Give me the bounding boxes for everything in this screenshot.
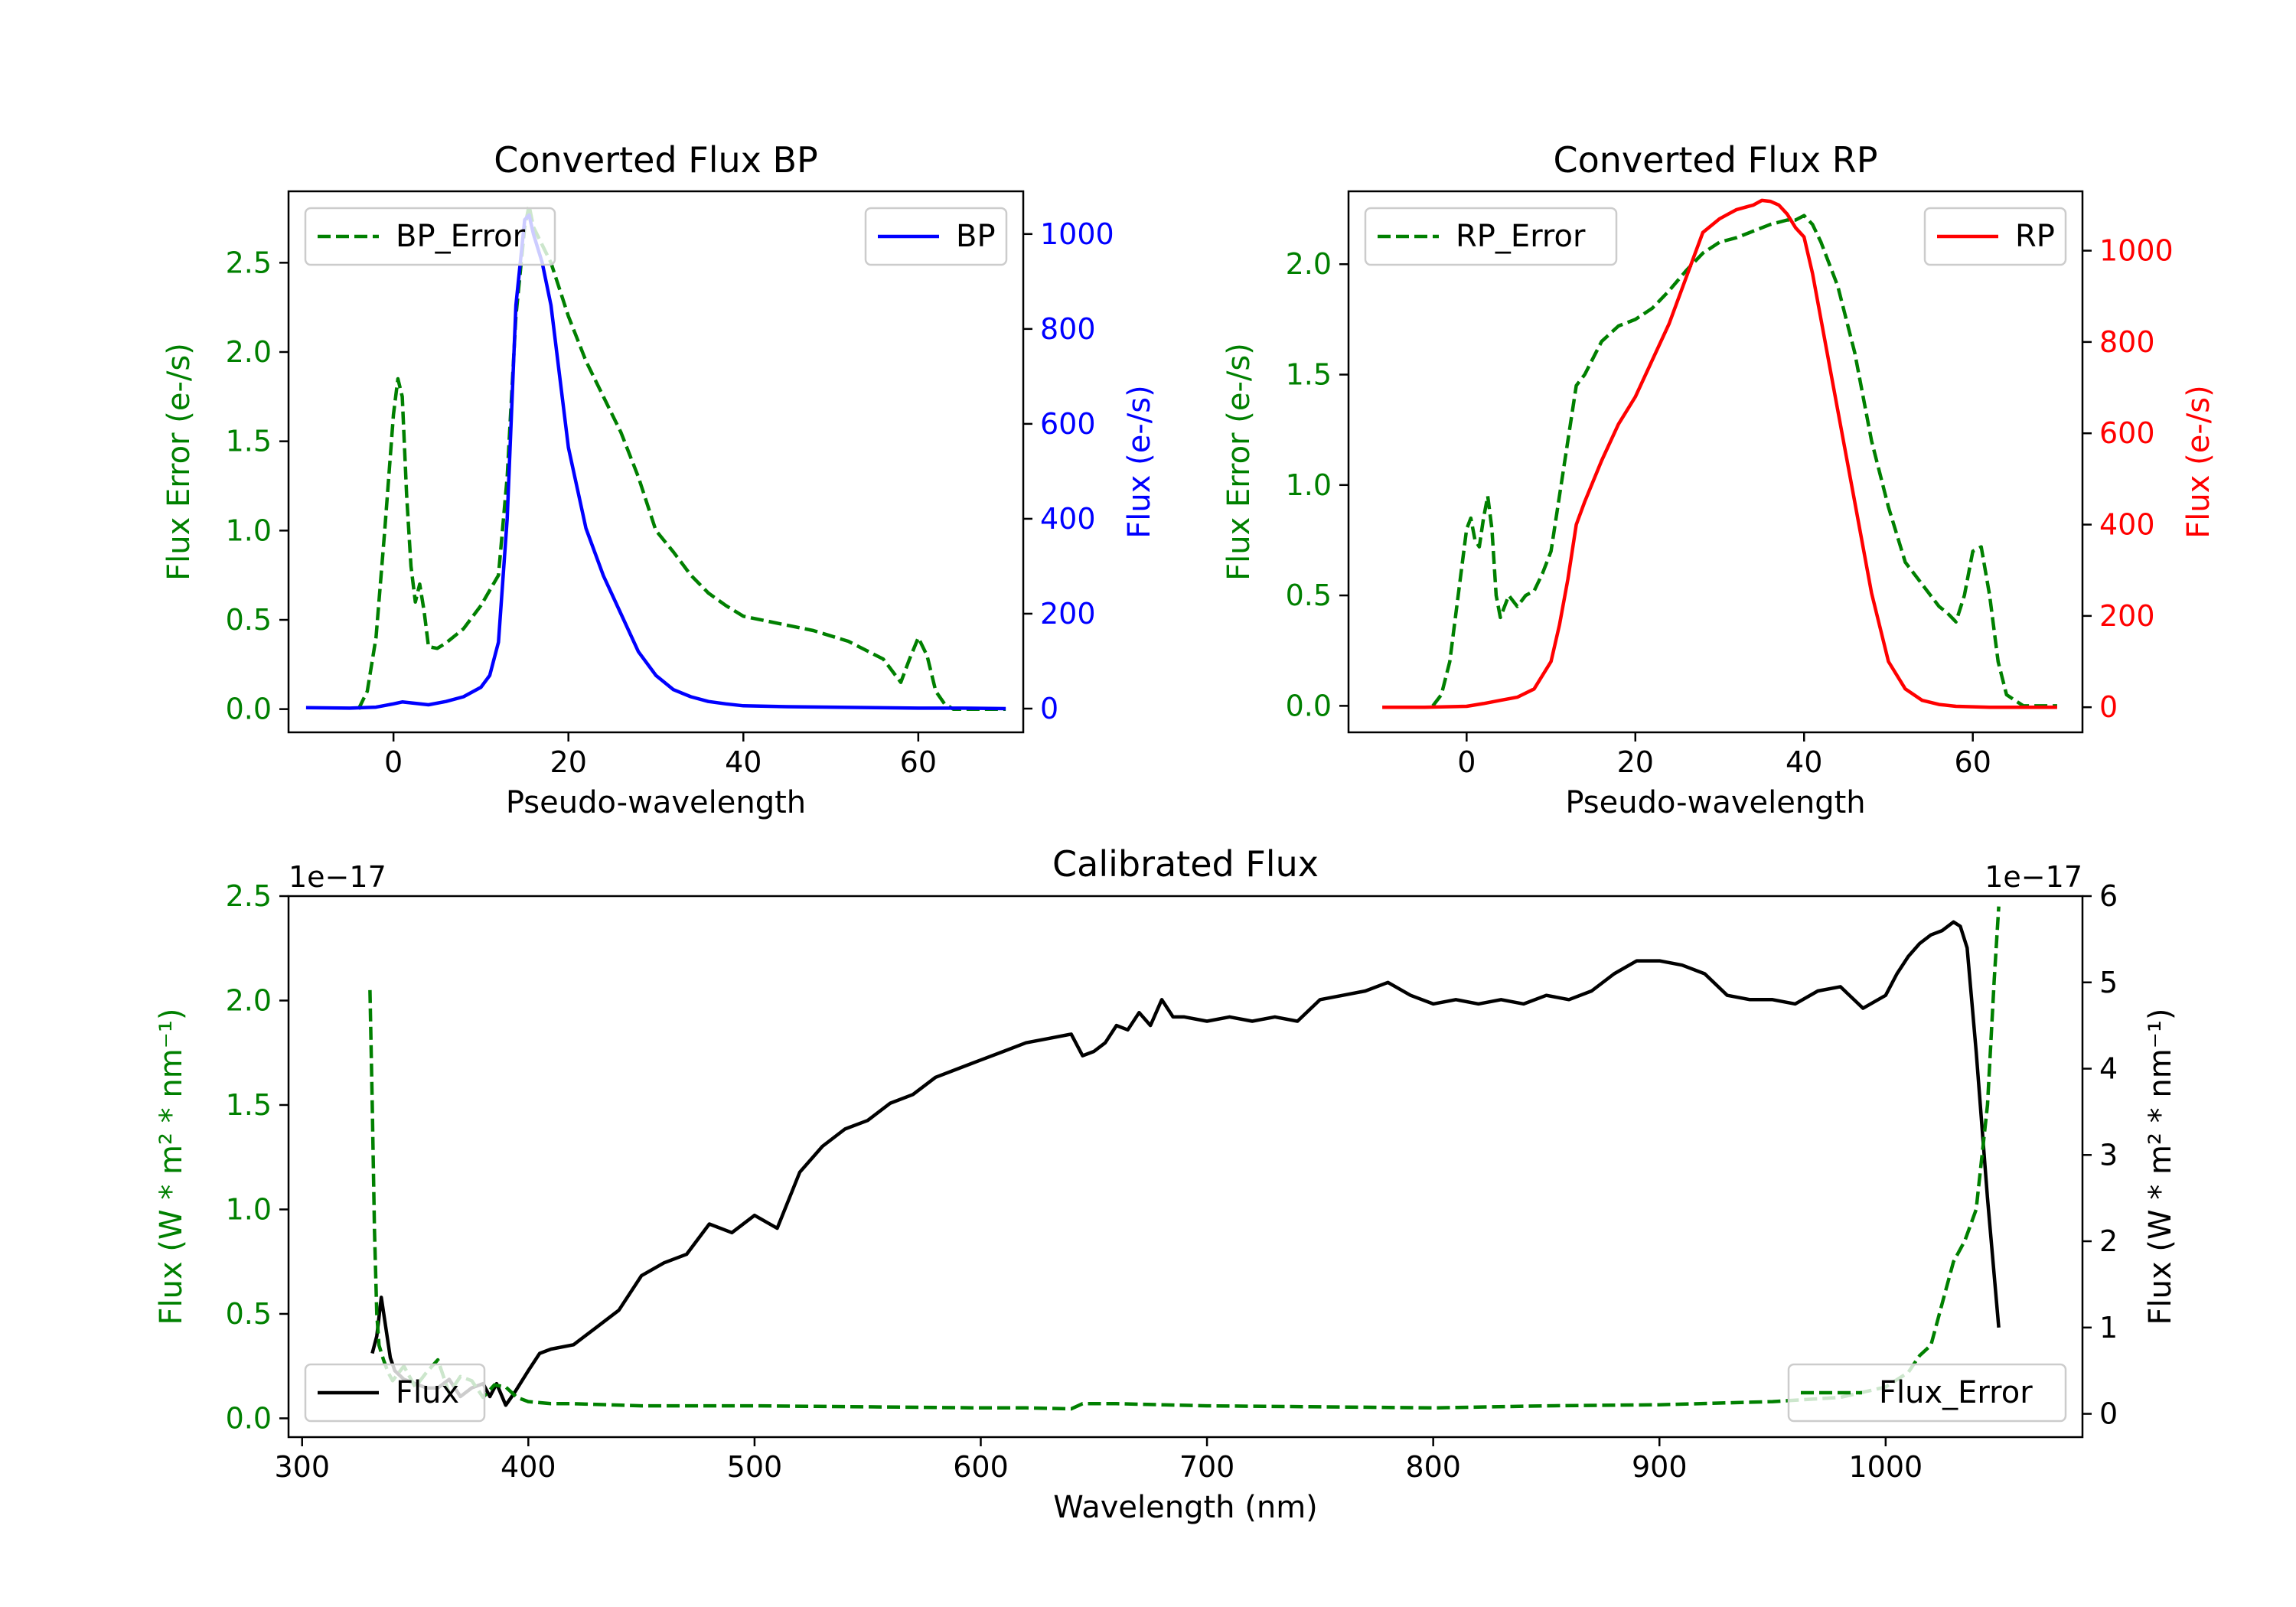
bp-ytick-left-label: 2.5 — [226, 246, 272, 279]
cal-series-group — [368, 906, 2001, 1411]
cal-ytick-right-label: 3 — [2099, 1138, 2118, 1172]
cal-ytick-right-label: 0 — [2099, 1397, 2118, 1431]
bp-ytick-left-label: 1.0 — [226, 513, 272, 547]
rp-ytick-left-label: 1.5 — [1286, 358, 1332, 392]
bp-ytick-right-label: 400 — [1040, 502, 1096, 536]
rp-ylabel-left: Flux Error (e-/s) — [1221, 343, 1257, 581]
cal-ytick-right-label: 4 — [2099, 1052, 2118, 1086]
bp-ytick-right-label: 200 — [1040, 597, 1096, 631]
cal-ytick-right-label: 6 — [2099, 879, 2118, 913]
chart-cal: 300 400 500 600 700 800 900 1000 0.0 0.5 1.0 1.5 2.0… — [154, 843, 2178, 1525]
rp-ytick-right-label: 400 — [2099, 508, 2155, 542]
bp-legend-right: BP — [864, 207, 1008, 266]
cal-ylabel-left: Flux (W * m² * nm⁻¹) — [154, 1009, 189, 1325]
rp-ytick-left-label: 1.0 — [1286, 468, 1332, 502]
bp-ylabel-right: Flux (e-/s) — [1122, 385, 1157, 538]
rp-xlabel: Pseudo-wavelength — [1565, 785, 1865, 820]
cal-ytick-left-label: 1.5 — [226, 1088, 272, 1122]
rp-axes-frame — [1347, 190, 2084, 734]
cal-ytick-right-label: 5 — [2099, 966, 2118, 999]
bp-xtick-label: 40 — [725, 745, 762, 779]
bp-bp-line — [305, 213, 1006, 711]
rp-xtick-label: 40 — [1786, 745, 1822, 779]
bp-axes-frame — [287, 190, 1025, 734]
rp-legend-right: RP — [1923, 207, 2067, 266]
cal-xlabel: Wavelength (nm) — [1053, 1490, 1318, 1525]
rp-xtick-label: 20 — [1617, 745, 1654, 779]
bp-legend-left: BP_Error — [304, 207, 556, 266]
rp-xtick-label: 60 — [1955, 745, 1991, 779]
bp-legend-right-label: BP — [956, 219, 996, 254]
bp-ytick-right-label: 600 — [1040, 407, 1096, 441]
bp-ylabel-left: Flux Error (e-/s) — [161, 343, 197, 581]
rp-ylabel-right: Flux (e-/s) — [2181, 385, 2216, 538]
cal-ytick-left-label: 2.5 — [226, 879, 272, 913]
bp-legend-left-label: BP_Error — [396, 219, 526, 254]
rp-ytick-right-label: 200 — [2099, 599, 2155, 633]
cal-xtick-label: 800 — [1405, 1450, 1461, 1484]
cal-legend-right: Flux_Error — [1787, 1363, 2067, 1423]
cal-xtick-label: 400 — [501, 1450, 556, 1484]
cal-xtick-label: 700 — [1179, 1450, 1235, 1484]
rp-series-group — [1382, 198, 2057, 709]
bp-ytick-left-label: 0.5 — [226, 603, 272, 637]
rp-legend-right-label: RP — [2015, 219, 2055, 254]
chart-bp: 0 20 40 60 0.0 0.5 1.0 1.5 2.0 2.5 0 200 400 600 800 10… — [161, 139, 1157, 820]
cal-ytick-right-label: 2 — [2099, 1224, 2118, 1258]
rp-rp-line — [1382, 198, 2057, 709]
rp-legend-left: RP_Error — [1364, 207, 1618, 266]
bp-xtick-label: 60 — [900, 745, 937, 779]
rp-ytick-left-label: 0.0 — [1286, 689, 1332, 722]
bp-xlabel: Pseudo-wavelength — [506, 785, 806, 820]
bp-ytick-right-label: 1000 — [1040, 217, 1114, 251]
chart-rp: 0 20 40 60 0.0 0.5 1.0 1.5 2.0 0 200 400 600 800 1000 C… — [1221, 139, 2216, 820]
cal-ytick-right-label: 1 — [2099, 1311, 2118, 1345]
cal-axes-frame — [287, 895, 2084, 1439]
cal-title: Calibrated Flux — [1052, 843, 1319, 885]
rp-ytick-right-label: 1000 — [2099, 234, 2174, 268]
bp-xtick-label: 20 — [550, 745, 587, 779]
cal-xtick-label: 600 — [953, 1450, 1009, 1484]
bp-bp-error-line — [357, 204, 1006, 711]
rp-xtick-label: 0 — [1457, 745, 1476, 779]
cal-ytick-left-label: 0.0 — [226, 1401, 272, 1435]
cal-flux-error-line — [368, 906, 2001, 1411]
rp-ytick-right-label: 600 — [2099, 416, 2155, 450]
bp-ytick-left-label: 0.0 — [226, 693, 272, 726]
cal-ytick-left-label: 0.5 — [226, 1297, 272, 1331]
rp-title: Converted Flux RP — [1554, 139, 1878, 181]
bp-series-group — [305, 204, 1006, 711]
cal-xtick-label: 300 — [274, 1450, 330, 1484]
rp-ytick-left-label: 2.0 — [1286, 247, 1332, 281]
cal-offset-left: 1e−17 — [289, 860, 386, 894]
rp-legend-left-label: RP_Error — [1456, 219, 1586, 254]
rp-ytick-right-label: 0 — [2099, 690, 2118, 724]
rp-rp-error-line — [1431, 214, 2057, 708]
rp-ytick-left-label: 0.5 — [1286, 579, 1332, 612]
cal-ytick-left-label: 1.0 — [226, 1192, 272, 1226]
rp-ytick-right-label: 800 — [2099, 325, 2155, 359]
bp-ytick-right-label: 800 — [1040, 312, 1096, 346]
cal-legend-right-label: Flux_Error — [1879, 1375, 2033, 1410]
cal-flux-line — [370, 920, 2001, 1407]
cal-xtick-label: 500 — [727, 1450, 783, 1484]
bp-ytick-right-label: 0 — [1040, 692, 1058, 725]
cal-ylabel-right: Flux (W * m² * nm⁻¹) — [2143, 1009, 2178, 1325]
cal-legend-left: Flux — [304, 1363, 486, 1423]
cal-xtick-label: 900 — [1632, 1450, 1688, 1484]
cal-offset-right: 1e−17 — [1985, 860, 2082, 894]
bp-ytick-left-label: 1.5 — [226, 425, 272, 458]
bp-xtick-label: 0 — [384, 745, 403, 779]
cal-ytick-left-label: 2.0 — [226, 983, 272, 1017]
bp-ytick-left-label: 2.0 — [226, 335, 272, 369]
bp-title: Converted Flux BP — [494, 139, 818, 181]
cal-legend-left-label: Flux — [396, 1375, 459, 1410]
cal-xtick-label: 1000 — [1848, 1450, 1923, 1484]
